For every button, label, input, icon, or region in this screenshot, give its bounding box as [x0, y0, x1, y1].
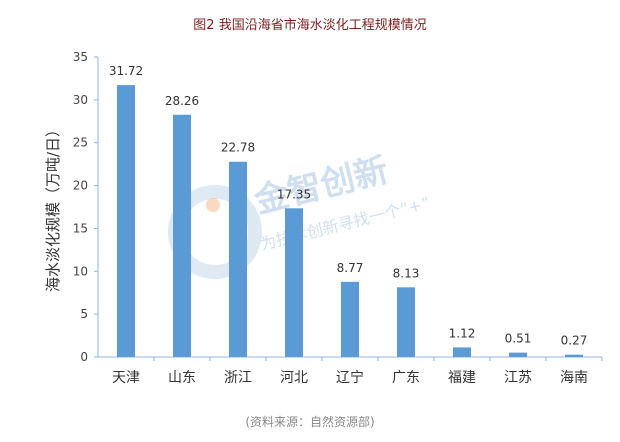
data-label: 17.35 — [277, 187, 311, 201]
y-tick-label: 0 — [80, 350, 88, 364]
x-tick-label: 江苏 — [504, 370, 532, 386]
y-tick-label: 10 — [73, 264, 88, 278]
data-label: 0.51 — [505, 332, 532, 346]
y-tick-label: 35 — [73, 50, 88, 64]
bar-辽宁 — [341, 281, 359, 357]
x-tick-label: 福建 — [448, 370, 476, 386]
watermark-dot-icon — [206, 198, 220, 212]
bar-浙江 — [229, 161, 247, 357]
chart-title: 图2 我国沿海省市海水淡化工程规模情况 — [193, 18, 427, 33]
x-tick-label: 广东 — [392, 370, 420, 386]
y-tick-label: 25 — [73, 136, 88, 150]
data-label: 8.77 — [337, 261, 364, 275]
x-tick-label: 辽宁 — [336, 369, 364, 386]
bar-江苏 — [509, 352, 527, 357]
data-label: 22.78 — [221, 141, 255, 155]
y-tick-label: 20 — [73, 179, 88, 193]
y-axis-label: 海水淡化规模（万吨/日） — [44, 122, 62, 292]
y-tick-label: 30 — [73, 93, 88, 107]
source-note: (资料来源：自然资源部) — [245, 415, 375, 429]
data-label: 8.13 — [393, 266, 420, 280]
bar-河北 — [285, 208, 303, 357]
x-tick-label: 天津 — [112, 370, 140, 386]
data-label: 1.12 — [449, 326, 476, 340]
x-tick-label: 山东 — [168, 370, 196, 386]
x-tick-label: 河北 — [280, 370, 308, 386]
data-label: 28.26 — [165, 94, 199, 108]
bar-天津 — [117, 85, 135, 357]
data-label: 31.72 — [109, 64, 143, 78]
y-tick-label: 5 — [80, 307, 88, 321]
x-tick-label: 海南 — [560, 370, 588, 386]
bar-福建 — [453, 347, 471, 357]
data-label: 0.27 — [561, 334, 588, 348]
y-tick-label: 15 — [73, 221, 88, 235]
bar-海南 — [565, 354, 583, 357]
bar-山东 — [173, 114, 191, 358]
bar-广东 — [397, 287, 415, 357]
x-tick-label: 浙江 — [224, 370, 252, 386]
